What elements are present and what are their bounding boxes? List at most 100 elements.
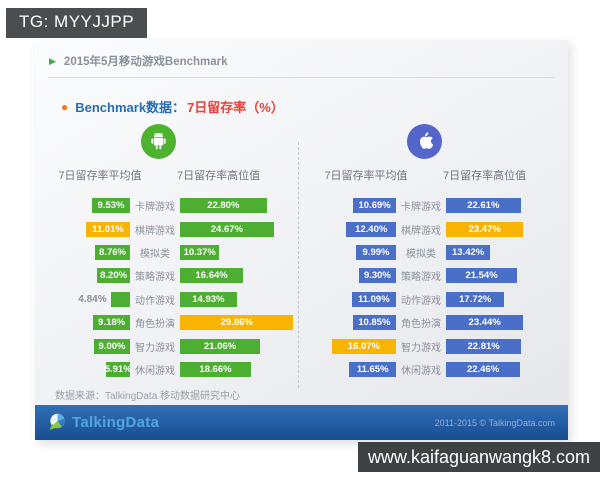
avg-bar: 10.85%	[352, 315, 396, 331]
copyright: 2011-2015 © TalkingData.com	[434, 417, 555, 428]
avg-header: 7日留存率平均值	[324, 170, 408, 182]
avg-cell: 9.30%	[301, 268, 396, 284]
data-row: 11.01% 棋牌游戏 24.67%	[35, 217, 301, 240]
bottom-watermark: www.kaifaguanwangk8.com	[358, 442, 600, 472]
category-label: 棋牌游戏	[401, 225, 441, 237]
avg-bar-value: 9.30%	[363, 270, 391, 282]
avg-bar-value: 11.01%	[92, 223, 124, 235]
avg-cell: 9.18%	[35, 315, 130, 331]
avg-cell: 11.01%	[35, 221, 130, 237]
high-bar: 18.66%	[180, 361, 251, 377]
avg-value-outside: 4.84%	[78, 293, 107, 305]
high-bar: 21.54%	[446, 268, 518, 284]
high-bar: 21.06%	[180, 338, 261, 354]
avg-bar: 10.69%	[353, 198, 396, 214]
category-label: 模拟类	[406, 248, 436, 260]
avg-bar: 16.07%	[331, 338, 396, 354]
header-divider	[48, 77, 555, 78]
avg-cell: 11.65%	[301, 361, 396, 377]
android-icon-row	[35, 124, 301, 162]
apple-icon	[406, 124, 442, 159]
category-label: 动作游戏	[401, 295, 441, 307]
high-cell: 21.54%	[446, 268, 567, 284]
high-header: 7日留存率高位值	[177, 170, 261, 182]
ios-rows: 10.69% 卡牌游戏 22.61% 12.40% 棋牌游戏 23.47% 9.99% 模拟类…	[301, 194, 567, 381]
source-note: 数据来源：TalkingData 移动数据研究中心	[55, 391, 241, 402]
avg-bar-value: 9.00%	[98, 340, 126, 352]
category-label: 模拟类	[140, 248, 170, 260]
avg-cell: 9.53%	[35, 198, 130, 214]
avg-bar: 11.01%	[85, 221, 130, 237]
avg-bar-value: 9.99%	[362, 246, 390, 258]
high-bar-value: 13.42%	[452, 246, 485, 258]
high-cell: 22.81%	[446, 338, 567, 354]
high-bar: 24.67%	[180, 221, 274, 237]
avg-bar: 8.76%	[94, 244, 130, 260]
android-panel: 7日留存率平均值 7日留存率高位值 9.53% 卡牌游戏 22.80% 11.01% 棋…	[35, 124, 301, 381]
avg-bar-value: 10.85%	[358, 317, 391, 329]
high-bar: 22.46%	[446, 361, 521, 377]
data-row: 12.40% 棋牌游戏 23.47%	[301, 217, 567, 240]
high-cell: 16.64%	[180, 268, 301, 284]
avg-bar: 11.65%	[349, 361, 396, 377]
high-bar-value: 21.54%	[465, 270, 498, 282]
chart-panels: 7日留存率平均值 7日留存率高位值 9.53% 卡牌游戏 22.80% 11.01% 棋…	[35, 124, 568, 381]
benchmark-subtitle: ● Benchmark数据： 7日留存率（%）	[35, 78, 568, 116]
high-cell: 22.46%	[446, 361, 567, 377]
avg-cell: 9.99%	[301, 244, 396, 260]
high-bar-value: 24.67%	[210, 223, 243, 235]
avg-bar-value: 5.91%	[104, 363, 132, 375]
high-bar: 22.61%	[446, 198, 521, 214]
talkingdata-logo-icon	[49, 413, 65, 431]
high-bar-value: 29.86%	[220, 317, 253, 329]
data-row: 16.07% 智力游戏 22.81%	[301, 334, 567, 357]
high-bar: 10.37%	[180, 244, 220, 260]
category-label: 动作游戏	[135, 295, 175, 307]
high-bar: 22.80%	[180, 198, 267, 214]
high-cell: 22.80%	[180, 198, 301, 214]
category-label: 卡牌游戏	[135, 202, 175, 214]
avg-bar-value: 8.76%	[99, 246, 126, 258]
android-headers: 7日留存率平均值 7日留存率高位值	[35, 167, 301, 183]
high-bar-value: 23.44%	[468, 317, 501, 329]
avg-cell: 10.69%	[301, 198, 396, 214]
triangle-bullet-icon: ▶	[49, 55, 56, 66]
avg-bar-value: 10.69%	[358, 200, 391, 212]
high-cell: 10.37%	[180, 244, 301, 260]
high-bar: 23.44%	[446, 315, 524, 331]
avg-bar: 12.40%	[346, 221, 396, 237]
data-row: 9.99% 模拟类 13.42%	[301, 241, 567, 264]
data-row: 11.65% 休闲游戏 22.46%	[301, 358, 567, 381]
high-bar-value: 22.61%	[467, 200, 500, 212]
high-bar-value: 22.81%	[467, 340, 500, 352]
slide-title: 2015年5月移动游戏Benchmark	[63, 56, 228, 68]
avg-bar: 5.91%	[104, 361, 132, 377]
data-row: 4.84% 动作游戏 14.93%	[35, 288, 301, 311]
high-cell: 21.06%	[180, 338, 301, 354]
category-label: 智力游戏	[135, 342, 175, 354]
high-bar-value: 17.72%	[459, 293, 492, 305]
footer-bar: TalkingData 2011-2015 © TalkingData.com	[35, 405, 568, 440]
avg-bar	[110, 291, 130, 307]
avg-cell: 8.20%	[35, 268, 130, 284]
high-cell: 29.86%	[180, 315, 301, 331]
high-cell: 22.61%	[446, 198, 567, 214]
data-row: 10.69% 卡牌游戏 22.61%	[301, 194, 567, 217]
high-header: 7日留存率高位值	[443, 170, 527, 182]
high-bar: 13.42%	[446, 244, 491, 260]
avg-cell: 10.85%	[301, 315, 396, 331]
avg-cell: 16.07%	[301, 338, 396, 354]
ios-panel: 7日留存率平均值 7日留存率高位值 10.69% 卡牌游戏 22.61% 12.40%…	[301, 124, 567, 381]
data-row: 11.09% 动作游戏 17.72%	[301, 288, 567, 311]
high-cell: 18.66%	[180, 361, 301, 377]
bullet-icon: ●	[61, 99, 69, 114]
high-bar: 14.93%	[180, 291, 237, 307]
data-row: 9.00% 智力游戏 21.06%	[35, 334, 301, 357]
high-cell: 17.72%	[446, 291, 567, 307]
high-bar: 16.64%	[180, 268, 244, 284]
avg-cell: 9.00%	[35, 338, 130, 354]
avg-bar-value: 9.53%	[97, 200, 125, 212]
android-rows: 9.53% 卡牌游戏 22.80% 11.01% 棋牌游戏 24.67% 8.76% 模拟类 1…	[35, 194, 301, 381]
avg-bar-value: 11.65%	[356, 363, 389, 375]
